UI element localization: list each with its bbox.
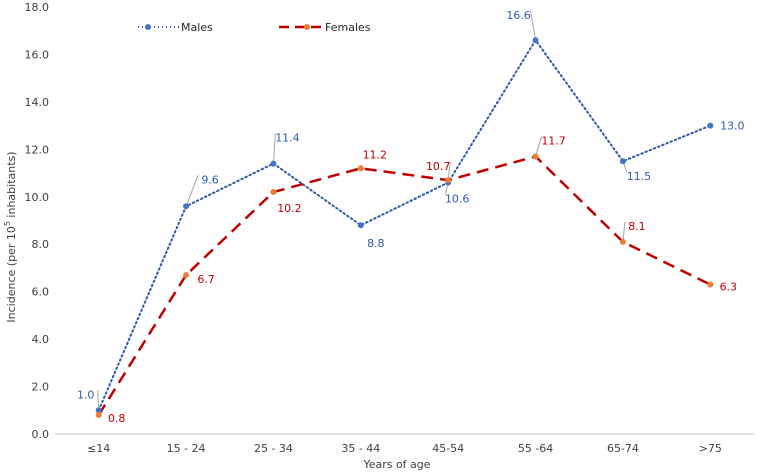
x-tick-label: 45-54 — [432, 442, 464, 455]
y-tick-label: 12.0 — [25, 143, 50, 156]
legend-females-label: Females — [325, 21, 371, 34]
series-lines — [97, 39, 712, 416]
label-connectors — [97, 11, 628, 411]
y-tick-label: 16.0 — [25, 48, 50, 61]
y-tick-label: 2.0 — [32, 381, 50, 394]
series-markers — [95, 37, 714, 419]
females-data-label: 0.8 — [108, 412, 126, 425]
males-data-label: 1.0 — [77, 388, 95, 401]
males-marker — [183, 203, 190, 210]
females-marker — [707, 281, 714, 288]
x-tick-label: 35 - 44 — [341, 442, 380, 455]
females-data-label: 11.2 — [363, 148, 388, 161]
y-tick-label: 0.0 — [32, 428, 50, 441]
y-axis-ticks: 0.0 2.0 4.0 6.0 8.0 10.0 12.0 14.0 16.0 18.0 — [25, 1, 50, 441]
females-marker — [357, 165, 364, 172]
x-tick-label: 15 - 24 — [167, 442, 206, 455]
males-marker — [619, 158, 626, 165]
females-data-label: 6.3 — [720, 281, 738, 294]
females-marker — [532, 153, 539, 160]
females-data-label: 6.7 — [197, 273, 215, 286]
legend-males-marker — [145, 24, 151, 30]
females-marker — [95, 412, 102, 419]
x-tick-label: >75 — [699, 442, 722, 455]
females-data-label: 10.2 — [277, 202, 302, 215]
males-label-connector — [530, 11, 537, 41]
females-marker — [183, 272, 190, 279]
females-marker — [270, 189, 277, 196]
y-tick-label: 14.0 — [25, 96, 50, 109]
females-label-connector — [622, 221, 626, 242]
data-labels: 1.0 9.6 11.4 8.8 10.6 16.6 11.5 13.0 0.8 6.7 10.2 1… — [77, 9, 745, 425]
females-data-label: 8.1 — [628, 220, 646, 233]
males-marker — [270, 160, 277, 167]
males-data-label: 10.6 — [445, 193, 470, 206]
females-marker — [619, 238, 626, 245]
y-tick-label: 6.0 — [32, 286, 50, 299]
legend-item-females: Females — [279, 21, 371, 34]
males-series-line — [97, 39, 712, 412]
x-tick-label: 25 - 34 — [254, 442, 293, 455]
x-tick-label: 55 -64 — [518, 442, 553, 455]
y-tick-label: 8.0 — [32, 238, 50, 251]
legend-item-males: Males — [138, 21, 213, 34]
females-series-line — [97, 155, 711, 416]
males-data-label: 11.5 — [627, 170, 652, 183]
males-marker — [357, 222, 364, 229]
legend-females-marker — [304, 24, 310, 30]
males-marker — [95, 407, 102, 414]
y-tick-label: 4.0 — [32, 333, 50, 346]
legend: Males Females — [138, 21, 371, 34]
y-axis-title: Incidence (per 105 inhabitants) — [3, 151, 18, 322]
males-label-connector — [185, 175, 199, 207]
females-data-label: 11.7 — [541, 134, 566, 147]
females-label-connector — [447, 162, 451, 181]
females-marker — [445, 177, 452, 184]
x-axis-title: Years of age — [362, 458, 430, 471]
males-data-label: 16.6 — [506, 9, 531, 22]
males-label-connector — [272, 133, 276, 164]
males-data-label: 8.8 — [367, 237, 385, 250]
x-tick-label: 65-74 — [607, 442, 639, 455]
males-marker — [707, 122, 714, 129]
males-marker — [532, 37, 539, 44]
x-axis-ticks: ≤14 15 - 24 25 - 34 35 - 44 45-54 55 -64 65-74… — [87, 442, 722, 455]
y-tick-label: 10.0 — [25, 191, 50, 204]
males-data-label: 13.0 — [720, 120, 745, 133]
y-tick-label: 18.0 — [25, 1, 50, 14]
legend-males-label: Males — [181, 21, 213, 34]
females-label-connector — [535, 136, 543, 157]
males-data-label: 9.6 — [201, 173, 219, 186]
males-data-label: 11.4 — [275, 132, 300, 145]
females-data-label: 10.7 — [426, 160, 451, 173]
males-label-connector — [97, 390, 100, 411]
x-tick-label: ≤14 — [87, 442, 110, 455]
